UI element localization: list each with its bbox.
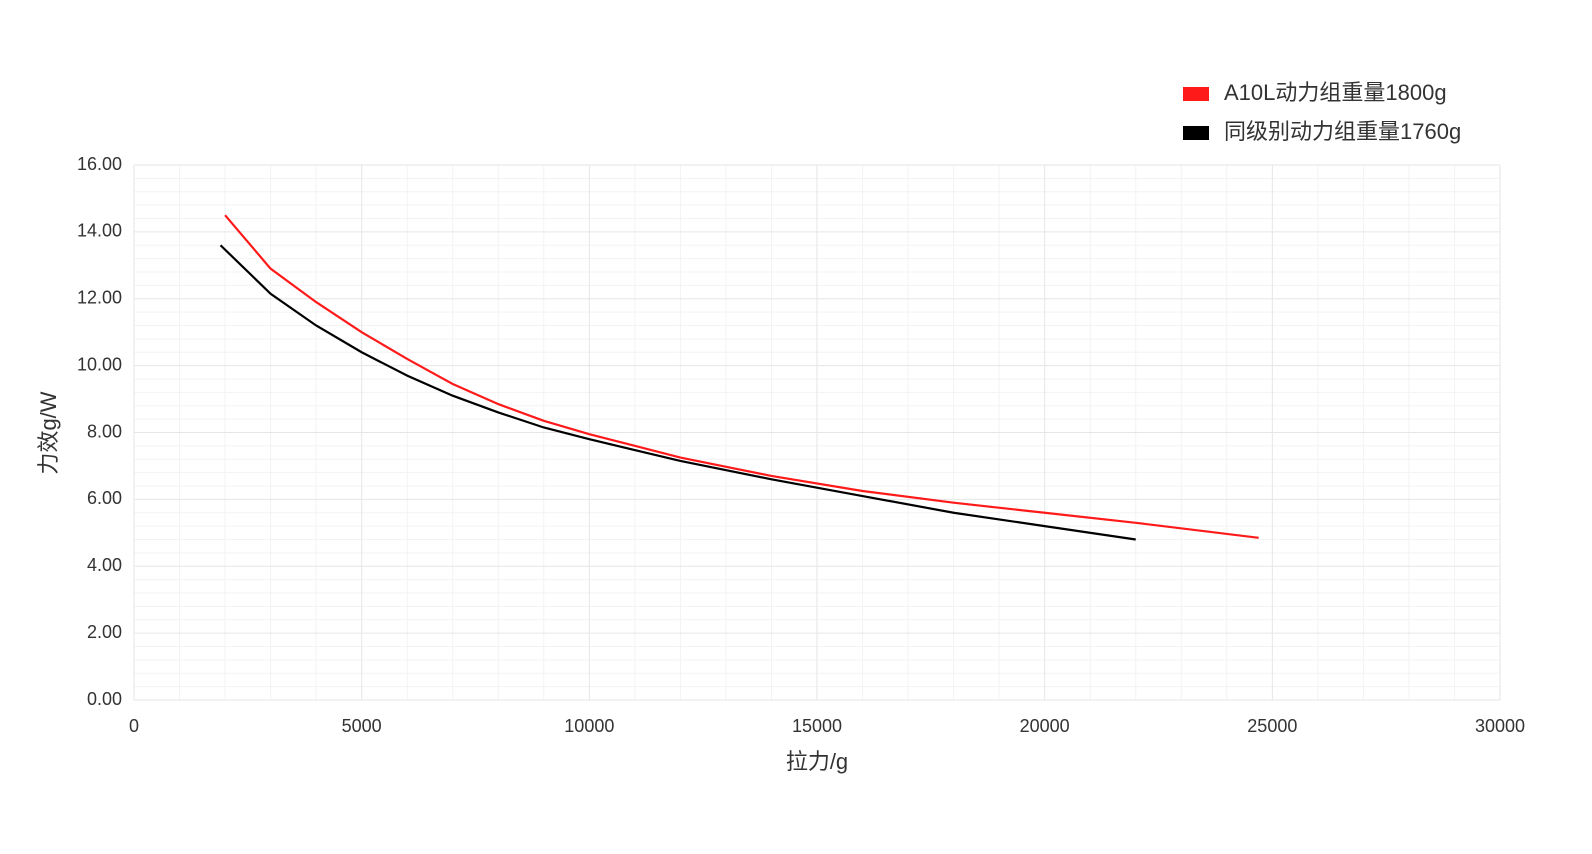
y-tick-label: 14.00 [77,221,122,241]
legend-swatch [1183,126,1209,140]
legend-swatch [1183,87,1209,101]
y-tick-label: 16.00 [77,154,122,174]
y-tick-label: 0.00 [87,689,122,709]
legend-text: 同级别动力组重量1760g [1224,119,1461,144]
x-tick-label: 15000 [792,716,842,736]
y-tick-label: 10.00 [77,354,122,374]
x-tick-label: 10000 [564,716,614,736]
y-tick-label: 2.00 [87,622,122,642]
y-tick-label: 6.00 [87,488,122,508]
y-tick-label: 12.00 [77,288,122,308]
x-axis-title: 拉力/g [786,749,848,774]
x-tick-label: 30000 [1475,716,1525,736]
x-tick-label: 25000 [1247,716,1297,736]
y-axis-title: 力效g/W [36,391,61,474]
y-tick-label: 4.00 [87,555,122,575]
legend-text: A10L动力组重量1800g [1224,80,1447,105]
y-tick-label: 8.00 [87,421,122,441]
series-line [224,214,1259,539]
series-line [219,244,1136,541]
x-tick-label: 20000 [1020,716,1070,736]
x-tick-label: 5000 [342,716,382,736]
x-tick-label: 0 [129,716,139,736]
